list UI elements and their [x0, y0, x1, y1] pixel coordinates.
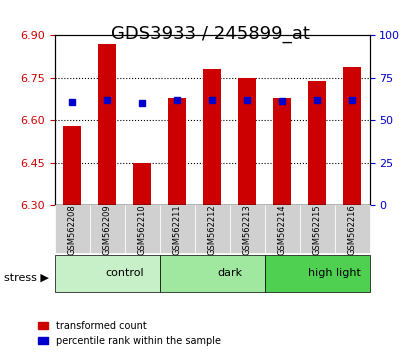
Bar — [168, 98, 186, 205]
Bar — [203, 69, 221, 205]
FancyBboxPatch shape — [160, 255, 265, 292]
Bar — [273, 98, 291, 205]
Text: dark: dark — [217, 268, 242, 279]
Bar — [98, 44, 116, 205]
Text: GSM562209: GSM562209 — [102, 204, 112, 255]
Bar — [63, 126, 81, 205]
FancyBboxPatch shape — [335, 205, 370, 253]
Text: GDS3933 / 245899_at: GDS3933 / 245899_at — [110, 25, 310, 43]
Text: control: control — [105, 268, 144, 279]
Legend: transformed count, percentile rank within the sample: transformed count, percentile rank withi… — [39, 321, 221, 346]
Bar — [134, 163, 151, 205]
Text: GSM562215: GSM562215 — [312, 204, 322, 255]
Text: stress ▶: stress ▶ — [4, 273, 49, 283]
FancyBboxPatch shape — [55, 205, 89, 253]
FancyBboxPatch shape — [125, 205, 160, 253]
Bar — [239, 78, 256, 205]
FancyBboxPatch shape — [194, 205, 230, 253]
FancyBboxPatch shape — [55, 255, 160, 292]
Text: GSM562208: GSM562208 — [68, 204, 76, 255]
Text: high light: high light — [308, 268, 361, 279]
Text: GSM562214: GSM562214 — [278, 204, 286, 255]
Text: GSM562216: GSM562216 — [348, 204, 357, 255]
Bar — [308, 81, 326, 205]
FancyBboxPatch shape — [265, 205, 299, 253]
Text: GSM562212: GSM562212 — [207, 204, 217, 255]
FancyBboxPatch shape — [230, 205, 265, 253]
FancyBboxPatch shape — [160, 205, 194, 253]
FancyBboxPatch shape — [89, 205, 125, 253]
Text: GSM562210: GSM562210 — [138, 204, 147, 255]
Bar — [344, 67, 361, 205]
Text: GSM562211: GSM562211 — [173, 204, 181, 255]
FancyBboxPatch shape — [299, 205, 335, 253]
Text: GSM562213: GSM562213 — [243, 204, 252, 255]
FancyBboxPatch shape — [265, 255, 370, 292]
